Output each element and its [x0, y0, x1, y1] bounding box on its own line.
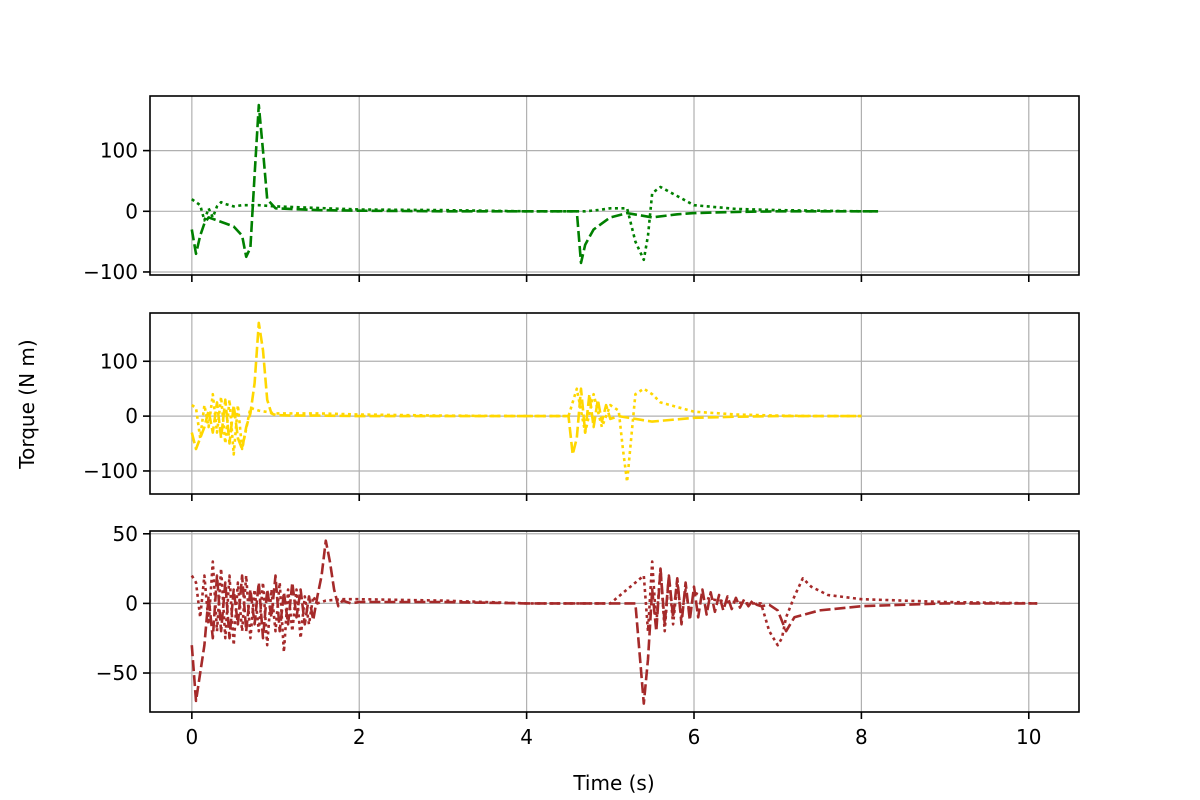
series-line-bottom-dashed	[190, 539, 1038, 705]
subplot-middle: −100 0 100	[83, 312, 1080, 501]
x-tick-label: 8	[855, 725, 868, 749]
y-tick-label: −100	[83, 260, 138, 284]
x-tick-label: 10	[1016, 725, 1041, 749]
axes-frame	[149, 530, 1080, 713]
y-tick-label: 100	[100, 139, 138, 163]
y-tick-label: −100	[83, 459, 138, 483]
x-tick-label: 0	[185, 725, 198, 749]
y-tick-label: 0	[125, 591, 138, 615]
x-axis-label: Time (s)	[572, 771, 654, 795]
x-tick-label: 2	[353, 725, 366, 749]
y-tick-label: −50	[96, 661, 138, 685]
y-tick-label: 0	[125, 404, 138, 428]
axes-frame	[149, 312, 1080, 495]
y-tick-label: 0	[125, 199, 138, 223]
series-line-top-dotted	[191, 185, 879, 262]
y-tick-label: 100	[100, 349, 138, 373]
subplot-top: −100 0 100	[83, 95, 1080, 284]
series-line-middle-dashed	[190, 321, 862, 456]
subplot-bottom: −50 0 50 0 2 4 6 8 10	[96, 522, 1080, 749]
subplots: −100 0 100 −100 0 100 −50 0 50 0 2 4 6 8 10	[83, 95, 1080, 749]
x-tick-label: 4	[520, 725, 533, 749]
y-tick-label: 50	[113, 522, 138, 546]
series-line-top-dashed	[190, 103, 879, 265]
y-axis-label: Torque (N m)	[15, 339, 39, 469]
x-tick-label: 6	[688, 725, 701, 749]
axes-frame	[149, 95, 1080, 276]
